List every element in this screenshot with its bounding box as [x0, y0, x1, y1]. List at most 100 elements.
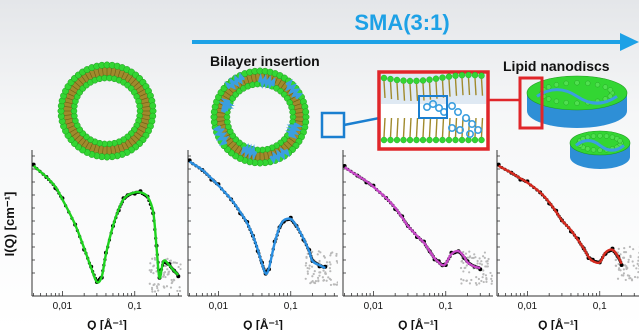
lipid-head [590, 147, 597, 153]
saxs-panel-4: 0,01 0,1 Q [Å⁻¹] [496, 150, 639, 330]
error-point [335, 252, 338, 256]
error-point [460, 278, 463, 281]
error-point [478, 257, 481, 260]
error-point [178, 289, 182, 293]
error-point [623, 247, 626, 250]
arrow-head [620, 33, 639, 51]
error-point [310, 281, 313, 284]
sma-coil [453, 108, 462, 117]
error-point [617, 262, 620, 266]
lipid-head [574, 100, 580, 106]
lipid-tail [396, 82, 399, 101]
error-point [318, 259, 321, 263]
error-point [308, 264, 311, 267]
error-point [311, 275, 314, 278]
lipid-head [380, 136, 388, 144]
lipid-head [546, 96, 552, 102]
error-point [317, 280, 320, 283]
lipid-head [563, 80, 569, 86]
lipid-head [607, 87, 613, 93]
error-point [480, 279, 483, 283]
error-point [475, 283, 478, 286]
error-point [333, 283, 337, 286]
error-point [313, 270, 316, 273]
error-point [329, 252, 333, 255]
lipid-head [585, 146, 591, 152]
lipid-tail [428, 82, 432, 100]
lipid-head [585, 134, 591, 140]
lipid-head [458, 72, 466, 79]
lipid-head [546, 84, 552, 90]
sma-coil [422, 103, 431, 112]
error-point [620, 274, 623, 277]
error-point [336, 261, 338, 264]
arrow-label: SMA(3:1) [354, 10, 449, 35]
lipid-tail [383, 117, 386, 138]
lipid-head [426, 76, 433, 83]
vesicle-with-sma-illustration [210, 67, 310, 167]
x-tick-label: 0,1 [128, 301, 142, 312]
error-point [316, 253, 319, 256]
error-point [328, 267, 331, 270]
lipid-tail [461, 78, 464, 96]
sma-belt [536, 88, 618, 105]
stage-label-bilayer-insertion: Bilayer insertion [210, 53, 320, 69]
error-point [148, 269, 151, 272]
sma-belt [575, 139, 625, 152]
error-point [631, 260, 634, 263]
error-point [148, 282, 151, 285]
error-point [328, 261, 331, 264]
lipid-head [594, 82, 601, 88]
error-point [489, 271, 492, 275]
lipid-head [452, 72, 459, 79]
error-point [485, 260, 488, 263]
error-point [483, 256, 486, 259]
saxs-panel-3: 0,01 0,1Q [Å⁻¹] [342, 150, 493, 330]
y-axis-label: I(Q) [cm⁻¹] [2, 192, 17, 257]
sma-polymer [258, 73, 276, 90]
lipid-tail [402, 83, 406, 101]
error-point [152, 283, 155, 287]
lipid-tail [396, 117, 399, 138]
error-point [622, 268, 625, 271]
error-point [304, 264, 307, 267]
error-point [468, 255, 472, 258]
x-tick-label: 0,01 [518, 301, 538, 312]
error-point [462, 250, 465, 254]
error-point [311, 250, 314, 253]
error-point [163, 264, 166, 268]
error-point [150, 268, 153, 272]
lipid-head [603, 133, 610, 139]
saxs-panel-2: 0,01 0,1Q [Å⁻¹] [187, 150, 338, 330]
error-point [628, 245, 631, 248]
error-point [623, 251, 626, 254]
error-point [305, 262, 308, 265]
error-point [477, 277, 480, 281]
sma-coil [447, 124, 456, 133]
lipid-tail [415, 83, 419, 101]
lipid-tail [415, 117, 419, 138]
saxs-panels: 0,01 0,1Q [Å⁻¹]0,01 0,1Q [Å⁻¹]0,01 0,1Q [Å⁻… [31, 150, 639, 330]
lipid-tail [402, 117, 406, 138]
error-point [485, 265, 489, 268]
lipid-tail [467, 77, 471, 96]
x-axis-label: Q [Å⁻¹] [538, 317, 578, 330]
error-point [491, 280, 493, 283]
lipid-head [419, 136, 427, 144]
lipid-tail [454, 78, 458, 96]
error-point [473, 253, 476, 256]
error-point [468, 250, 471, 253]
fit-curve [498, 164, 623, 265]
error-point [478, 262, 482, 265]
error-point [636, 276, 639, 279]
plot-area [497, 162, 639, 282]
error-point [150, 288, 154, 291]
error-point [485, 277, 488, 280]
fit-curve [32, 164, 180, 284]
x-axis-label: Q [Å⁻¹] [87, 317, 127, 330]
error-point [484, 265, 487, 268]
lipid-head [387, 136, 394, 144]
error-point [177, 265, 180, 269]
error-point [153, 256, 156, 260]
